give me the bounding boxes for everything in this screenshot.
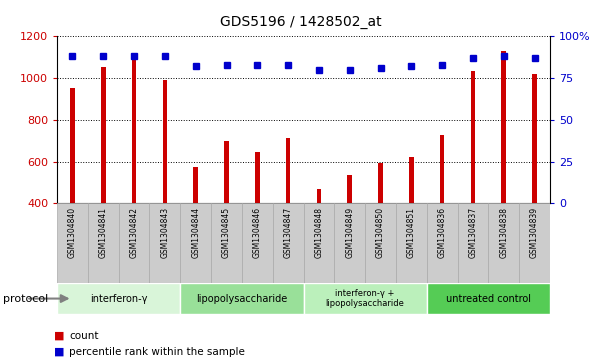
Bar xyxy=(194,167,198,203)
Bar xyxy=(286,138,290,203)
FancyBboxPatch shape xyxy=(273,203,304,283)
FancyBboxPatch shape xyxy=(365,203,396,283)
Text: GSM1304839: GSM1304839 xyxy=(530,207,539,258)
Text: count: count xyxy=(69,331,99,341)
Text: interferon-γ +
lipopolysaccharide: interferon-γ + lipopolysaccharide xyxy=(326,289,404,308)
Text: GSM1304844: GSM1304844 xyxy=(191,207,200,258)
Text: GSM1304843: GSM1304843 xyxy=(160,207,169,258)
FancyBboxPatch shape xyxy=(304,283,427,314)
Text: untreated control: untreated control xyxy=(446,294,531,303)
FancyBboxPatch shape xyxy=(150,203,180,283)
Text: ■: ■ xyxy=(54,347,64,357)
Text: GSM1304847: GSM1304847 xyxy=(284,207,293,258)
Text: GSM1304838: GSM1304838 xyxy=(499,207,508,258)
Bar xyxy=(347,175,352,203)
Bar xyxy=(255,151,260,203)
Bar xyxy=(471,71,475,203)
Bar xyxy=(132,59,136,203)
FancyBboxPatch shape xyxy=(304,203,334,283)
FancyBboxPatch shape xyxy=(427,203,457,283)
FancyBboxPatch shape xyxy=(396,203,427,283)
FancyBboxPatch shape xyxy=(57,283,180,314)
FancyBboxPatch shape xyxy=(57,203,88,283)
Text: GSM1304849: GSM1304849 xyxy=(345,207,354,258)
Text: GSM1304846: GSM1304846 xyxy=(253,207,262,258)
FancyBboxPatch shape xyxy=(457,203,489,283)
Text: GSM1304841: GSM1304841 xyxy=(99,207,108,258)
Bar xyxy=(317,189,321,203)
Bar xyxy=(532,74,537,203)
FancyBboxPatch shape xyxy=(180,283,304,314)
FancyBboxPatch shape xyxy=(519,203,550,283)
FancyBboxPatch shape xyxy=(119,203,150,283)
Text: interferon-γ: interferon-γ xyxy=(90,294,147,303)
Bar xyxy=(101,66,106,203)
FancyBboxPatch shape xyxy=(489,203,519,283)
Bar xyxy=(501,51,506,203)
Text: GSM1304845: GSM1304845 xyxy=(222,207,231,258)
Text: ■: ■ xyxy=(54,331,64,341)
Text: GSM1304836: GSM1304836 xyxy=(438,207,447,258)
Text: percentile rank within the sample: percentile rank within the sample xyxy=(69,347,245,357)
Text: GSM1304837: GSM1304837 xyxy=(468,207,477,258)
Bar xyxy=(440,135,444,203)
Text: GSM1304842: GSM1304842 xyxy=(130,207,139,258)
Text: protocol: protocol xyxy=(3,294,48,303)
Bar xyxy=(70,89,75,203)
Text: GSM1304851: GSM1304851 xyxy=(407,207,416,258)
Text: GSM1304850: GSM1304850 xyxy=(376,207,385,258)
Text: GDS5196 / 1428502_at: GDS5196 / 1428502_at xyxy=(220,15,381,29)
Text: GSM1304840: GSM1304840 xyxy=(68,207,77,258)
FancyBboxPatch shape xyxy=(334,203,365,283)
Bar xyxy=(378,163,383,203)
FancyBboxPatch shape xyxy=(180,203,211,283)
Text: lipopolysaccharide: lipopolysaccharide xyxy=(197,294,287,303)
FancyBboxPatch shape xyxy=(427,283,550,314)
FancyBboxPatch shape xyxy=(88,203,119,283)
Bar xyxy=(163,80,167,203)
Bar xyxy=(224,140,229,203)
FancyBboxPatch shape xyxy=(211,203,242,283)
FancyBboxPatch shape xyxy=(242,203,273,283)
Bar xyxy=(409,158,413,203)
Text: GSM1304848: GSM1304848 xyxy=(314,207,323,258)
